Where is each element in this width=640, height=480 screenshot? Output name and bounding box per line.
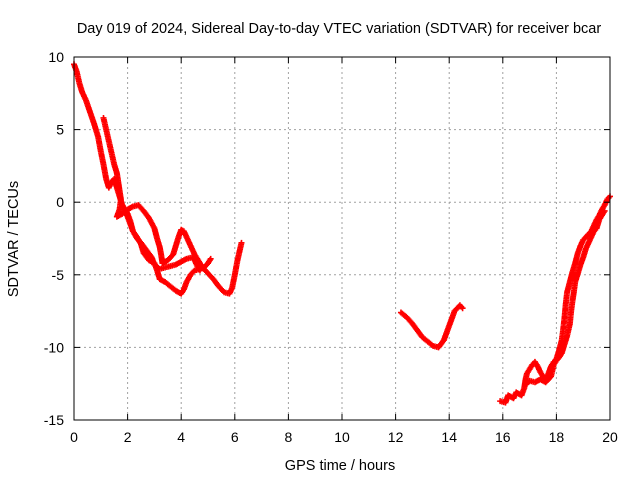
x-tick-label: 10 xyxy=(334,429,350,445)
data-point xyxy=(601,207,608,214)
data-point xyxy=(238,239,245,246)
x-tick-label: 4 xyxy=(177,429,185,445)
y-axis-label: SDTVAR / TECUs xyxy=(6,181,22,297)
data-point xyxy=(196,267,203,274)
x-tick-label: 12 xyxy=(388,429,404,445)
x-tick-label: 16 xyxy=(495,429,511,445)
x-tick-label: 20 xyxy=(602,429,618,445)
series-segment-2 xyxy=(100,114,245,297)
data-point xyxy=(207,255,214,262)
x-tick-label: 2 xyxy=(124,429,132,445)
grid-lines xyxy=(74,57,610,420)
x-axis-label: GPS time / hours xyxy=(285,458,395,474)
x-tick-label: 0 xyxy=(70,429,78,445)
y-tick-label: 10 xyxy=(48,49,64,65)
axis-ticks: 0 2 4 6 8 10 12 14 16 18 20 10 5 0 -5 -10 -15 xyxy=(44,49,618,445)
data-point xyxy=(459,305,466,312)
data-points xyxy=(71,61,613,406)
y-tick-label: -15 xyxy=(44,412,64,428)
x-tick-label: 14 xyxy=(441,429,457,445)
x-tick-label: 6 xyxy=(231,429,239,445)
chart-title: Day 019 of 2024, Sidereal Day-to-day VTE… xyxy=(77,21,602,37)
y-tick-label: 0 xyxy=(56,194,64,210)
series-segment-3 xyxy=(121,205,203,274)
x-tick-label: 18 xyxy=(549,429,565,445)
plot-frame xyxy=(73,56,611,421)
x-tick-label: 8 xyxy=(285,429,293,445)
y-tick-label: 5 xyxy=(56,122,64,138)
y-tick-label: -10 xyxy=(44,339,64,355)
series-segment-4 xyxy=(397,302,466,351)
series-segment-6 xyxy=(523,207,608,387)
y-tick-label: -5 xyxy=(52,267,65,283)
